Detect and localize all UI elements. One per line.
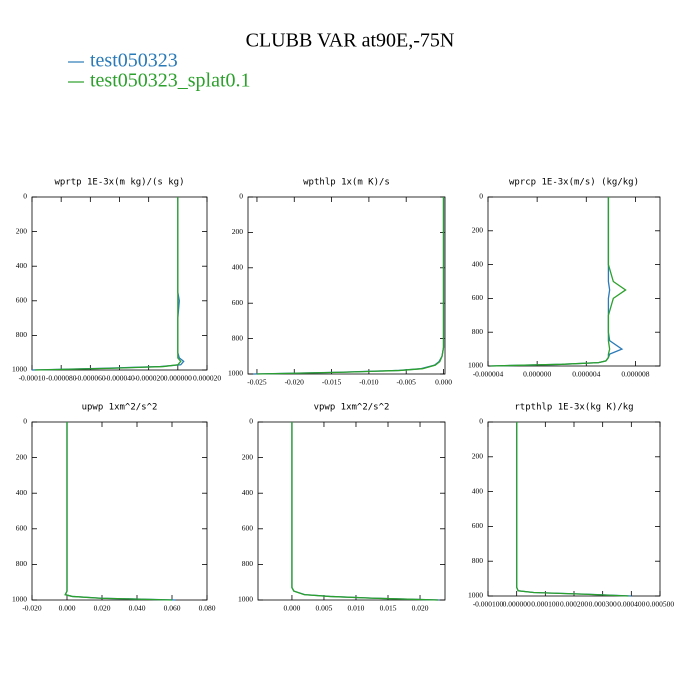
y-tick-label: 800 [16,330,28,339]
plot-frame [31,421,208,601]
y-tick-label: 800 [16,559,28,568]
x-tick-label: 0.080 [199,604,216,613]
x-tick-label: 0.000400 [617,600,645,609]
x-tick-label: 0.000000 [503,600,531,609]
y-tick-label: 400 [16,261,28,270]
x-tick-label: 0.020 [94,604,111,613]
y-tick-label: 400 [242,488,254,497]
x-tick-label: 0.000 [284,604,301,613]
y-tick-label: 400 [16,488,28,497]
y-tick-label: 800 [472,327,484,336]
plot-frame [487,196,661,367]
y-tick-label: 1000 [12,595,27,604]
figure-title: CLUBB VAR at90E,-75N [246,30,455,52]
series-line [64,422,173,601]
series-line [490,197,624,367]
y-tick-label: 0 [479,417,483,426]
x-tick-label: -0.020 [285,378,305,387]
y-tick-label: 0 [23,417,27,426]
x-tick-label: -0.025 [247,378,267,387]
x-tick-label: 0.000 [435,378,452,387]
x-tick-label: -0.000080 [46,374,77,383]
x-tick-label: 0.000000 [164,374,192,383]
series-line [31,197,185,371]
x-tick-label: -0.000040 [104,374,135,383]
y-tick-label: 600 [472,293,484,302]
series-line [516,422,632,597]
panel-title: wprtp 1E-3x(m kg)/(s kg) [54,178,184,188]
plot-frame [247,196,446,375]
panel-title: wprcp 1E-3x(m/s) (kg/kg) [509,178,639,188]
panel-title: rtpthlp 1E-3x(kg K)/kg [514,403,633,413]
series-line [291,422,440,601]
x-tick-label: -0.00010 [19,374,46,383]
x-tick-label: -0.010 [359,378,379,387]
y-tick-label: 600 [16,296,28,305]
x-tick-label: 0.060 [164,604,181,613]
series-line [291,422,438,601]
y-tick-label: 200 [242,452,254,461]
plot-frame [31,196,208,371]
series-line [256,197,445,375]
plot-frame [257,421,446,601]
y-tick-label: 400 [472,486,484,495]
series-line [64,422,176,601]
x-tick-label: 0.015 [380,604,397,613]
x-tick-label: 0.000300 [589,600,617,609]
panel-title: vpwp 1xm^2/s^2 [314,403,390,413]
y-tick-label: 1000 [238,595,253,604]
y-tick-label: 1000 [228,369,243,378]
x-tick-label: 0.020 [412,604,429,613]
y-tick-label: 200 [232,227,244,236]
x-tick-label: 0.040 [129,604,146,613]
x-tick-label: 0.000 [59,604,76,613]
y-tick-label: 1000 [12,365,27,374]
y-tick-label: 400 [232,263,244,272]
x-tick-label: 0.005 [316,604,333,613]
y-tick-label: 0 [249,417,253,426]
y-tick-label: 0 [23,192,27,201]
legend-label: test050323_splat0.1 [90,70,251,92]
y-tick-label: 1000 [468,361,483,370]
y-tick-label: 200 [472,452,484,461]
y-tick-label: 600 [232,298,244,307]
x-tick-label: 0.010 [348,604,365,613]
x-tick-label: -0.015 [322,378,342,387]
x-tick-label: 0.000500 [646,600,674,609]
y-tick-label: 400 [472,259,484,268]
y-tick-label: 800 [232,333,244,342]
x-tick-label: 0.000008 [621,370,649,379]
x-tick-label: -0.005 [397,378,417,387]
y-tick-label: 600 [242,524,254,533]
x-tick-label: 0.000020 [193,374,221,383]
series-line [490,197,627,367]
x-tick-label: 0.000004 [572,370,600,379]
x-tick-label: -0.000004 [473,370,504,379]
series-line [516,422,629,597]
y-tick-label: 600 [16,524,28,533]
y-tick-label: 800 [242,559,254,568]
x-tick-label: 0.000200 [560,600,588,609]
x-tick-label: -0.000020 [133,374,164,383]
series-line [34,197,182,371]
y-tick-label: 0 [479,192,483,201]
plot-frame [487,421,661,597]
y-tick-label: 200 [16,226,28,235]
y-tick-label: 200 [16,452,28,461]
y-tick-label: 800 [472,556,484,565]
panel-title: wpthlp 1x(m K)/s [303,178,390,188]
panel-title: upwp 1xm^2/s^2 [82,403,158,413]
y-tick-label: 200 [472,226,484,235]
x-tick-label: -0.000100 [473,600,504,609]
x-tick-label: 0.000100 [531,600,559,609]
x-tick-label: 0.000000 [523,370,551,379]
x-tick-label: -0.020 [22,604,42,613]
y-tick-label: 600 [472,521,484,530]
legend-label: test050323 [90,50,178,72]
y-tick-label: 1000 [468,591,483,600]
y-tick-label: 0 [239,192,243,201]
series-line [253,197,445,375]
x-tick-label: -0.000060 [75,374,106,383]
